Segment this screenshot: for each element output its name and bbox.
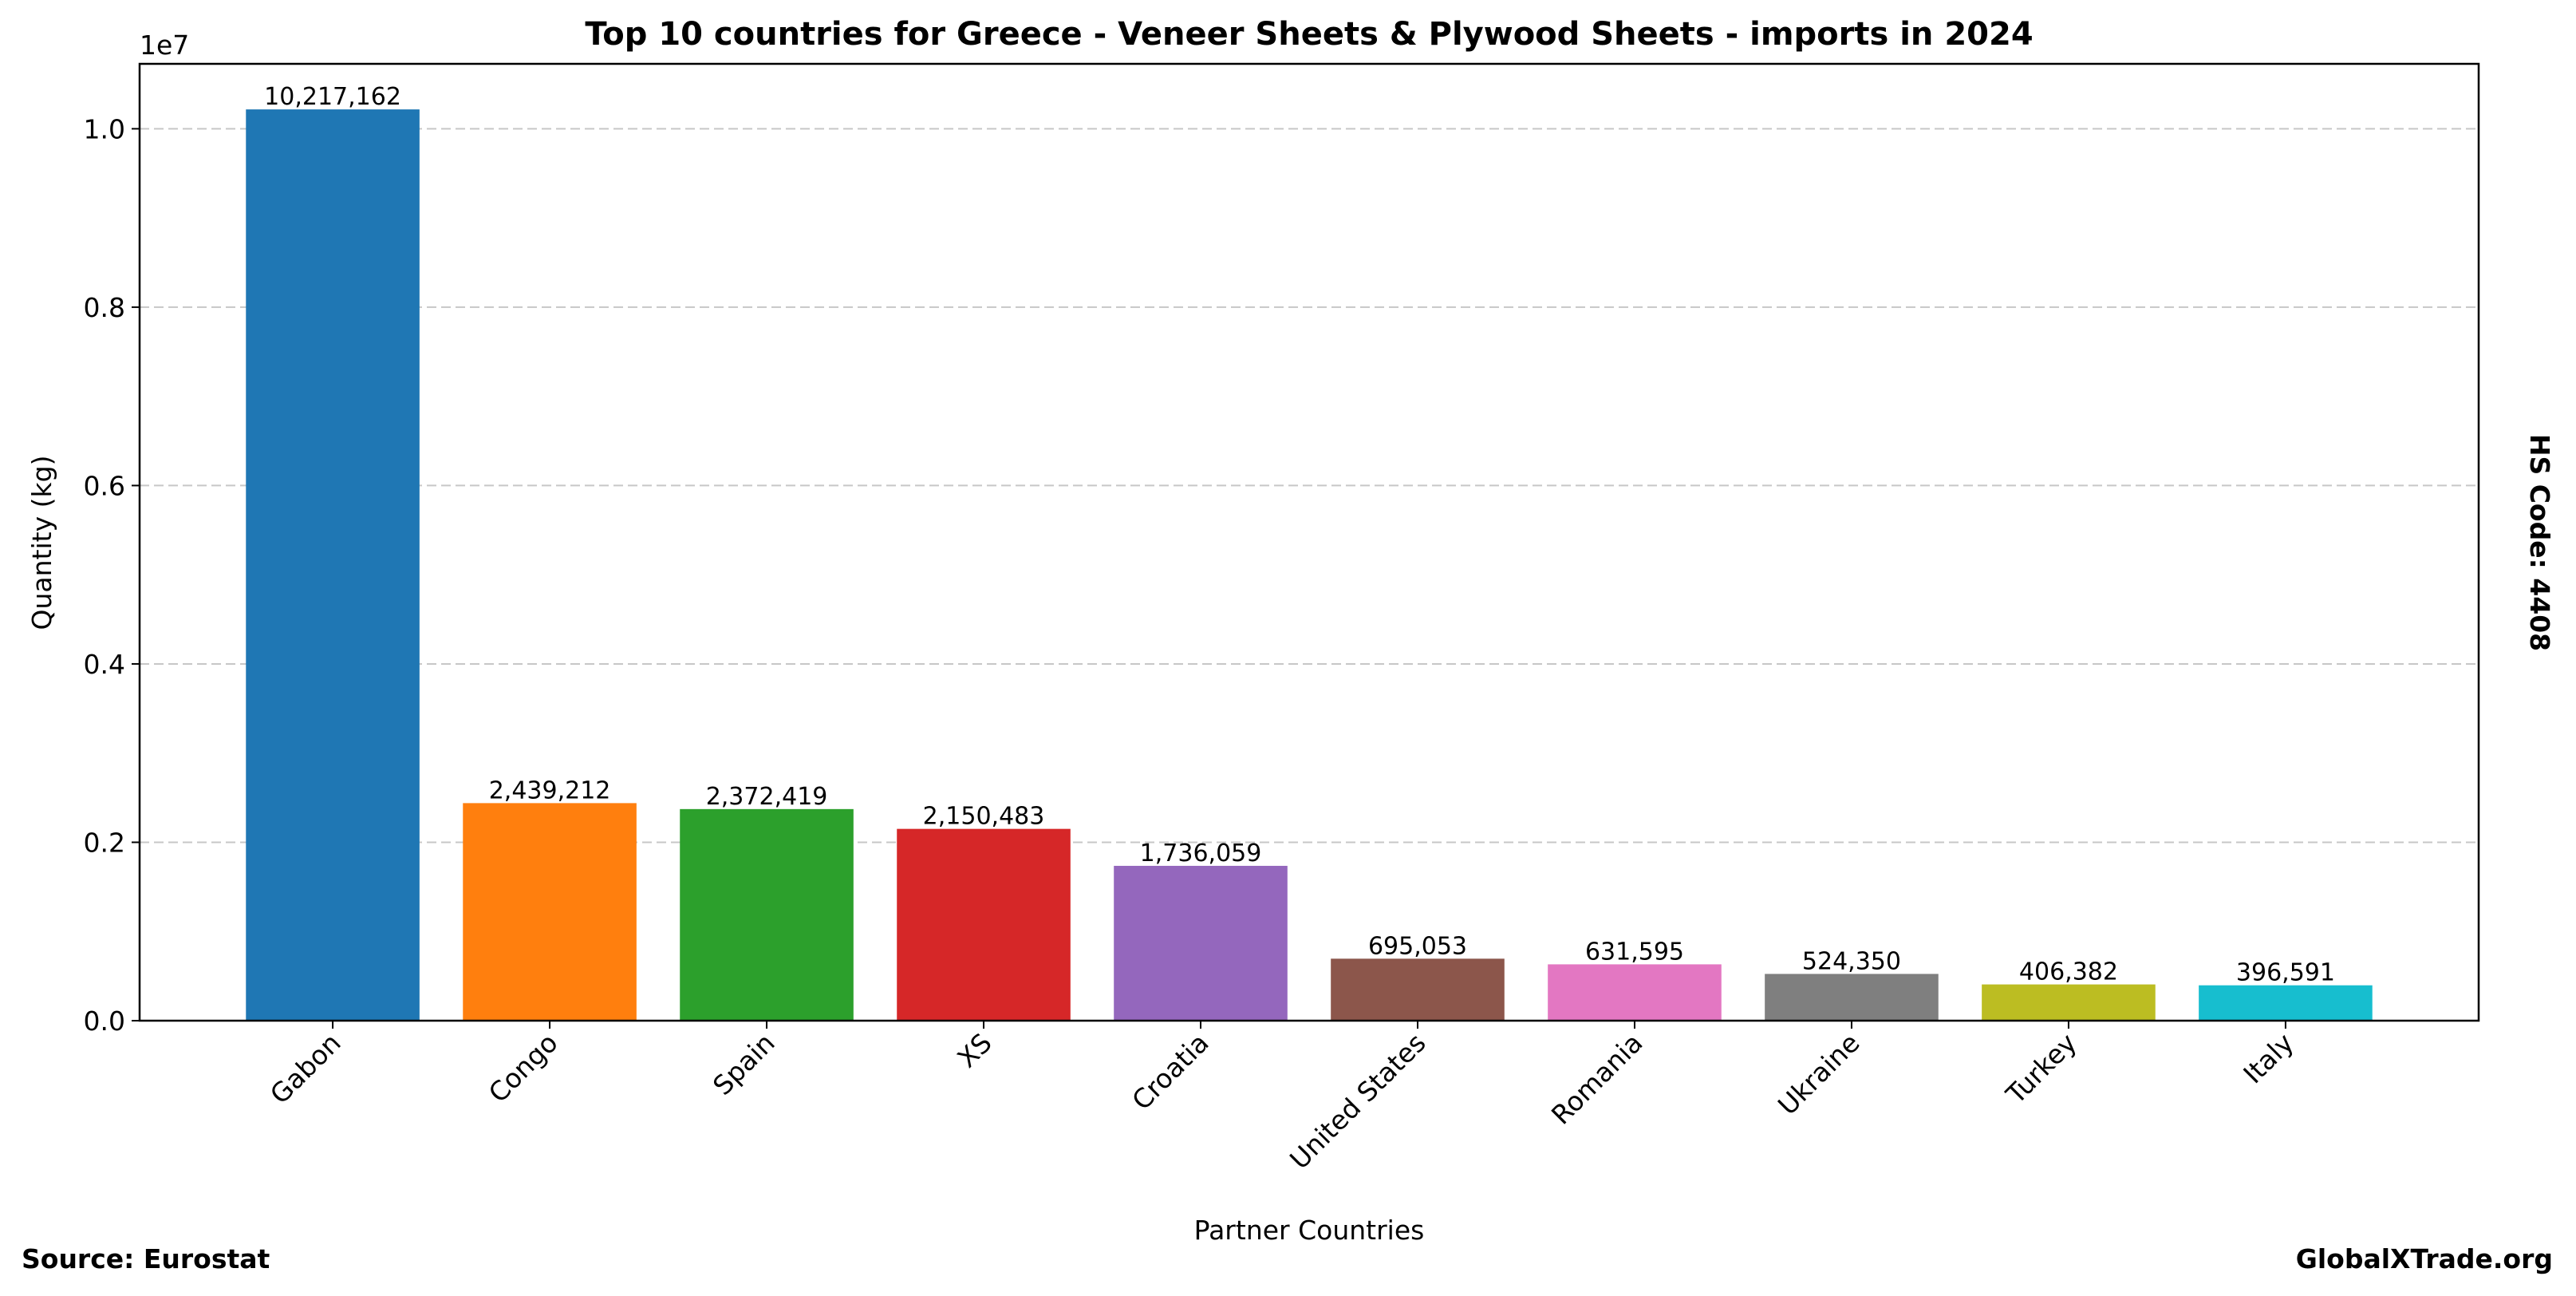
bar-italy	[2199, 985, 2373, 1021]
bars	[246, 109, 2373, 1021]
bar-ukraine	[1765, 974, 1939, 1021]
value-label: 2,372,419	[706, 783, 828, 811]
brand-note: GlobalXTrade.org	[2296, 1243, 2553, 1274]
y-axis-ticks: 0.0 0.2 0.4 0.6 0.8 1.0	[84, 113, 140, 1037]
y-tick-label: 0.6	[84, 470, 125, 501]
value-label: 524,350	[1802, 947, 1901, 975]
y-offset-label: 1e7	[140, 30, 189, 61]
plot-frame	[138, 62, 2480, 1022]
x-tick-label: Croatia	[1126, 1027, 1214, 1116]
x-tick-label: Italy	[2237, 1027, 2299, 1089]
y-axis-label: Quantity (kg)	[26, 456, 57, 630]
value-labels: 10,217,162 2,439,212 2,372,419 2,150,483 1,7…	[264, 83, 2335, 987]
y-tick-label: 1.0	[84, 113, 125, 144]
value-label: 10,217,162	[264, 83, 401, 111]
x-tick-label: Ukraine	[1772, 1027, 1866, 1121]
x-tick-label: XS	[951, 1027, 997, 1073]
bar-spain	[680, 808, 854, 1021]
bar-gabon	[246, 109, 420, 1021]
x-axis-label: Partner Countries	[1194, 1215, 1425, 1246]
chart-title: Top 10 countries for Greece - Veneer She…	[585, 16, 2033, 53]
bar-turkey	[1982, 984, 2156, 1021]
value-label: 631,595	[1585, 938, 1684, 966]
y-tick-label: 0.8	[84, 292, 125, 323]
x-tick-label: Romania	[1545, 1027, 1649, 1131]
value-label: 1,736,059	[1140, 840, 1262, 867]
bar-united-states	[1331, 958, 1505, 1021]
x-tick-label: Congo	[483, 1027, 564, 1108]
value-label: 695,053	[1368, 932, 1467, 960]
bar-congo	[463, 803, 637, 1021]
bar-croatia	[1114, 865, 1288, 1021]
x-tick-label: Gabon	[264, 1027, 347, 1110]
x-tick-label: Turkey	[1999, 1027, 2082, 1110]
y-tick-label: 0.0	[84, 1006, 125, 1037]
value-label: 396,591	[2236, 959, 2335, 987]
value-label: 2,150,483	[923, 803, 1045, 831]
value-label: 2,439,212	[489, 776, 611, 804]
x-tick-label: Spain	[707, 1027, 781, 1101]
bar-romania	[1548, 964, 1722, 1021]
x-axis-ticks: Gabon Congo Spain XS Croatia United States Rom…	[264, 1021, 2300, 1175]
source-note: Source: Eurostat	[22, 1243, 270, 1274]
hs-code-note: HS Code: 4408	[2524, 434, 2555, 651]
y-tick-label: 0.4	[84, 649, 125, 680]
x-tick-label: United States	[1284, 1027, 1432, 1175]
value-label: 406,382	[2019, 958, 2118, 986]
bar-xs	[897, 828, 1071, 1021]
y-tick-label: 0.2	[84, 827, 125, 858]
